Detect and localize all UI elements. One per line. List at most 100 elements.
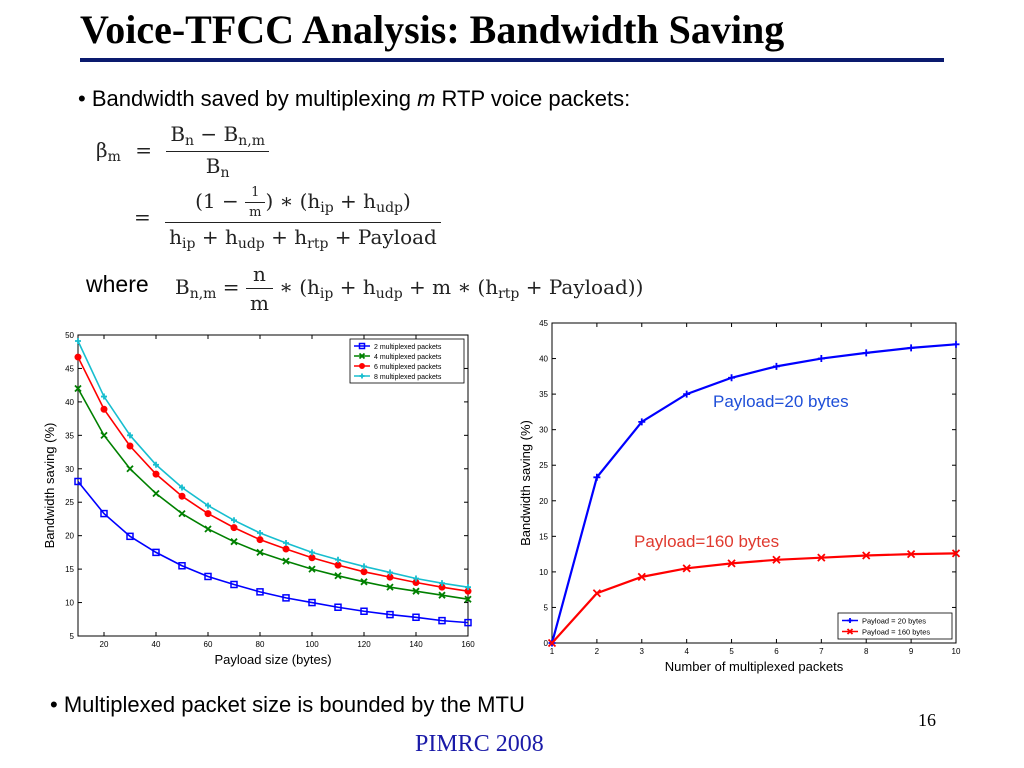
x-tick-label: 2 — [595, 647, 600, 656]
data-point — [728, 374, 736, 382]
data-point — [387, 569, 393, 576]
annotation-payload-20: Payload=20 bytes — [713, 392, 849, 411]
slide-title: Voice-TFCC Analysis: Bandwidth Saving — [80, 7, 785, 52]
data-point — [152, 470, 160, 478]
y-tick-label: 50 — [65, 331, 74, 340]
data-point — [127, 432, 133, 439]
data-point — [178, 509, 186, 518]
series-1 — [74, 477, 472, 627]
data-point — [152, 548, 160, 557]
data-point — [412, 613, 420, 622]
data-point — [230, 580, 238, 589]
data-point — [637, 572, 646, 582]
data-point — [308, 565, 316, 573]
data-point — [465, 584, 471, 591]
data-point — [126, 442, 134, 450]
y-tick-label: 10 — [65, 599, 74, 608]
data-point — [439, 580, 445, 587]
data-point — [952, 340, 960, 348]
footer-conference: PIMRC 2008 — [415, 731, 544, 757]
bullet-bandwidth-saved: • Bandwidth saved by multiplexing m RTP … — [78, 86, 630, 112]
y-tick-label: 25 — [539, 461, 548, 470]
series-1 — [548, 340, 960, 647]
data-point — [361, 563, 367, 570]
data-point — [862, 349, 870, 357]
x-tick-label: 120 — [357, 640, 371, 649]
data-point — [152, 489, 160, 498]
x-tick-label: 1 — [550, 647, 555, 656]
y-tick-label: 0 — [544, 639, 549, 648]
data-point — [309, 549, 315, 556]
series-line — [77, 480, 469, 624]
data-point — [74, 477, 82, 486]
y-tick-label: 5 — [544, 603, 549, 612]
bullet-mtu: • Multiplexed packet size is bounded by … — [50, 692, 525, 717]
x-axis-label: Payload size (bytes) — [214, 652, 331, 667]
fraction-1: Bn − Bn,m Bn — [166, 122, 269, 181]
fraction-2: (1 − 1 m) ∗ (hip + hudp) hip + hudp + hrt… — [165, 185, 441, 252]
x-tick-label: 6 — [774, 647, 779, 656]
legend-box — [837, 612, 953, 640]
data-point — [464, 595, 472, 603]
x-axis-label: Number of multiplexed packets — [665, 659, 844, 674]
x-tick-label: 10 — [952, 647, 961, 656]
legend-label: 8 multiplexed packets — [374, 374, 442, 381]
beta-symbol: β — [96, 138, 108, 162]
data-point — [231, 517, 237, 524]
annotation-payload-160: Payload=160 bytes — [634, 532, 779, 551]
data-point — [308, 554, 316, 562]
data-point — [74, 384, 82, 393]
data-point — [308, 598, 316, 607]
x-tick-label: 60 — [204, 640, 213, 649]
data-point — [438, 591, 446, 599]
data-point — [256, 588, 264, 596]
data-point — [126, 465, 134, 473]
data-point — [727, 559, 736, 568]
data-point — [74, 353, 82, 361]
y-tick-label: 30 — [539, 426, 548, 435]
x-tick-label: 7 — [819, 647, 824, 656]
legend-marker — [358, 342, 366, 350]
data-point — [907, 344, 915, 352]
legend-marker — [358, 352, 366, 360]
data-point — [412, 587, 420, 595]
data-point — [817, 355, 825, 363]
series-2 — [74, 384, 472, 603]
y-tick-label: 15 — [65, 565, 74, 574]
data-point — [464, 618, 472, 627]
data-point — [101, 393, 107, 400]
legend-label: 4 multiplexed packets — [374, 354, 442, 361]
data-point — [204, 572, 212, 581]
data-point — [126, 532, 134, 541]
data-point — [547, 638, 557, 648]
data-point — [951, 549, 961, 558]
bullet1-text-post: RTP voice packets: — [435, 86, 631, 111]
y-tick-label: 20 — [65, 532, 74, 541]
data-point — [256, 548, 264, 557]
data-point — [335, 556, 341, 563]
data-point — [906, 549, 916, 559]
data-point — [100, 431, 108, 439]
series-2 — [547, 549, 961, 648]
y-tick-label: 25 — [65, 498, 74, 507]
data-point — [682, 564, 691, 573]
legend-marker — [359, 363, 365, 369]
series-line — [550, 343, 957, 644]
data-point — [283, 540, 289, 547]
data-point — [179, 484, 185, 491]
y-tick-label: 40 — [539, 355, 548, 364]
data-point — [386, 610, 394, 619]
data-point — [205, 502, 211, 509]
y-axis-label: Bandwidth saving (%) — [42, 423, 57, 549]
y-tick-label: 10 — [539, 568, 548, 577]
x-tick-label: 4 — [684, 647, 689, 656]
data-point — [230, 538, 238, 546]
data-point — [772, 362, 780, 370]
series-3 — [74, 353, 472, 595]
x-tick-label: 3 — [640, 647, 645, 656]
data-point — [178, 562, 186, 570]
x-tick-label: 80 — [256, 640, 265, 649]
x-tick-label: 20 — [100, 640, 109, 649]
